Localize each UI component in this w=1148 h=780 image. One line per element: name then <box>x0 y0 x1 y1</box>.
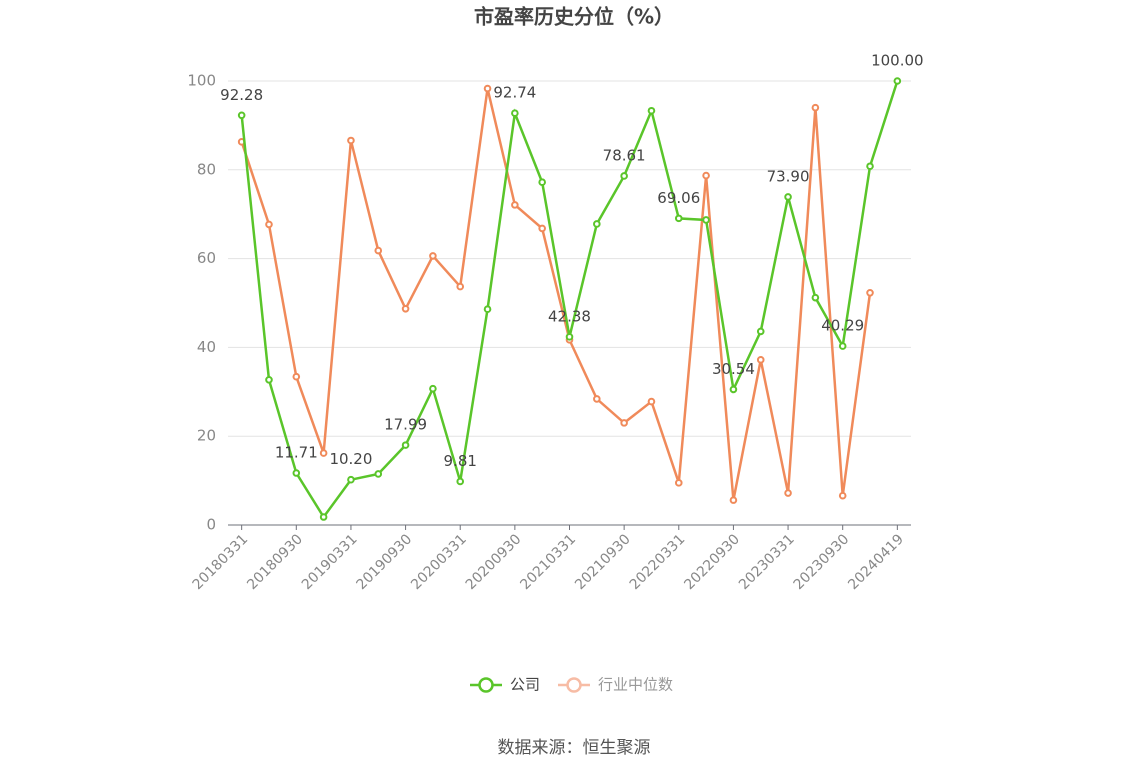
point <box>319 449 328 457</box>
point <box>811 103 820 112</box>
point <box>838 342 847 350</box>
data-label: 10.20 <box>329 450 372 468</box>
x-tick-label: 20180331 <box>190 531 252 593</box>
point <box>866 162 874 171</box>
y-tick-label: 20 <box>197 427 216 445</box>
x-tick-label: 20210930 <box>572 531 634 593</box>
point <box>483 84 492 93</box>
point <box>647 106 656 115</box>
data-label: 78.61 <box>603 146 646 164</box>
point <box>429 384 437 393</box>
point <box>702 216 710 224</box>
point <box>593 220 601 228</box>
point <box>538 224 546 233</box>
x-tick-label: 20220331 <box>627 531 689 593</box>
point <box>483 305 492 314</box>
data-label: 100.00 <box>871 52 924 70</box>
y-tick-label: 40 <box>197 338 216 356</box>
point <box>729 496 738 504</box>
legend-marker <box>566 677 582 693</box>
point <box>511 201 519 209</box>
point <box>401 441 410 449</box>
legend-label: 公司 <box>510 676 540 694</box>
data-label: 69.06 <box>657 189 700 207</box>
data-label: 9.81 <box>444 452 477 470</box>
point <box>674 479 683 487</box>
y-tick-label: 60 <box>197 249 216 267</box>
legend-label: 行业中位数 <box>598 676 673 694</box>
point <box>401 304 410 313</box>
data-label: 92.28 <box>220 86 263 104</box>
data-label: 11.71 <box>275 444 318 462</box>
legend-marker <box>478 677 494 693</box>
data-label: 17.99 <box>384 416 427 434</box>
y-tick-label: 0 <box>206 516 216 534</box>
point <box>374 470 383 478</box>
point <box>565 333 574 341</box>
point <box>756 327 765 336</box>
point <box>347 136 355 145</box>
x-tick-label: 20210331 <box>517 531 579 593</box>
x-tick-label: 20230930 <box>791 531 853 593</box>
data-label: 92.74 <box>493 84 536 102</box>
point <box>319 513 328 521</box>
point <box>647 397 656 406</box>
point <box>784 489 792 497</box>
point <box>538 178 546 187</box>
x-tick-label: 20200331 <box>408 531 470 593</box>
x-tick-label: 20190930 <box>354 531 416 593</box>
data-label: 30.54 <box>712 360 755 378</box>
point <box>292 372 301 381</box>
x-tick-label: 20180930 <box>244 531 306 593</box>
point <box>347 475 355 484</box>
point <box>620 172 628 180</box>
point <box>756 356 765 364</box>
point <box>511 109 519 118</box>
y-tick-label: 80 <box>197 160 216 178</box>
point <box>292 469 301 477</box>
point <box>893 77 902 85</box>
series-line <box>240 88 872 501</box>
y-tick-label: 100 <box>187 72 216 90</box>
x-tick-label: 20220930 <box>681 531 743 593</box>
point <box>702 171 710 180</box>
point <box>456 477 465 486</box>
chart-title: 市盈率历史分位（%） <box>474 5 674 29</box>
x-tick-label: 20190331 <box>299 531 361 593</box>
source: 数据来源：恒生聚源 <box>498 738 651 758</box>
point <box>674 214 683 223</box>
point <box>265 376 273 384</box>
point <box>593 395 601 403</box>
point <box>237 111 246 120</box>
point <box>729 385 738 394</box>
point <box>265 220 273 229</box>
x-tick-label: 20200930 <box>463 531 525 593</box>
point <box>784 193 792 201</box>
data-label: 73.90 <box>767 167 810 185</box>
data-label: 40.29 <box>821 317 864 335</box>
data-label: 42.38 <box>548 307 591 325</box>
point <box>866 288 874 297</box>
point <box>811 293 820 302</box>
point <box>429 252 437 260</box>
point <box>456 282 465 291</box>
point <box>620 419 628 427</box>
point <box>838 491 847 500</box>
x-tick-label: 20240419 <box>845 531 907 593</box>
x-tick-label: 20230331 <box>736 531 798 593</box>
point <box>374 246 383 255</box>
